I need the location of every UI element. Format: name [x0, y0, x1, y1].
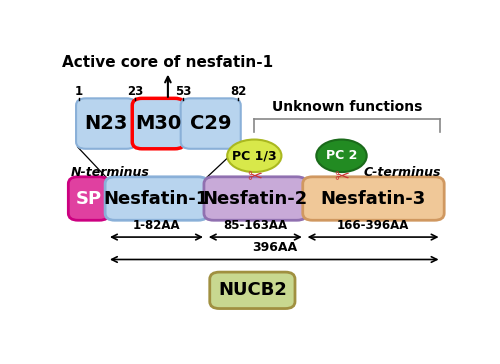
- Text: Nesfatin-2: Nesfatin-2: [202, 190, 308, 207]
- FancyBboxPatch shape: [68, 177, 109, 220]
- Text: 23: 23: [127, 85, 143, 98]
- Text: Nesfatin-1: Nesfatin-1: [104, 190, 209, 207]
- Text: 53: 53: [175, 85, 192, 98]
- Text: M30: M30: [136, 114, 182, 133]
- Text: 166-396AA: 166-396AA: [336, 219, 408, 232]
- FancyBboxPatch shape: [132, 98, 184, 149]
- Text: ✂: ✂: [334, 168, 349, 186]
- Text: 1-82AA: 1-82AA: [133, 219, 180, 232]
- Text: C-terminus: C-terminus: [364, 166, 442, 179]
- FancyBboxPatch shape: [204, 177, 306, 220]
- Text: 85-163AA: 85-163AA: [223, 219, 287, 232]
- Text: C29: C29: [190, 114, 232, 133]
- Text: NUCB2: NUCB2: [218, 281, 287, 299]
- Text: Unknown functions: Unknown functions: [272, 100, 422, 114]
- FancyBboxPatch shape: [210, 272, 295, 309]
- Text: 396AA: 396AA: [252, 241, 298, 254]
- Text: 82: 82: [230, 85, 246, 98]
- FancyBboxPatch shape: [180, 98, 241, 149]
- Text: ✂: ✂: [247, 168, 262, 186]
- Text: PC 2: PC 2: [326, 149, 357, 162]
- Ellipse shape: [316, 139, 366, 172]
- Text: 1: 1: [74, 85, 83, 98]
- Text: N23: N23: [84, 114, 128, 133]
- FancyBboxPatch shape: [76, 98, 136, 149]
- Text: SP: SP: [76, 190, 102, 207]
- FancyBboxPatch shape: [303, 177, 444, 220]
- Ellipse shape: [227, 139, 281, 172]
- Text: N-terminus: N-terminus: [70, 166, 149, 179]
- Text: Nesfatin-3: Nesfatin-3: [321, 190, 426, 207]
- FancyBboxPatch shape: [105, 177, 208, 220]
- Text: Active core of nesfatin-1: Active core of nesfatin-1: [62, 55, 272, 70]
- Text: PC 1/3: PC 1/3: [232, 149, 276, 162]
